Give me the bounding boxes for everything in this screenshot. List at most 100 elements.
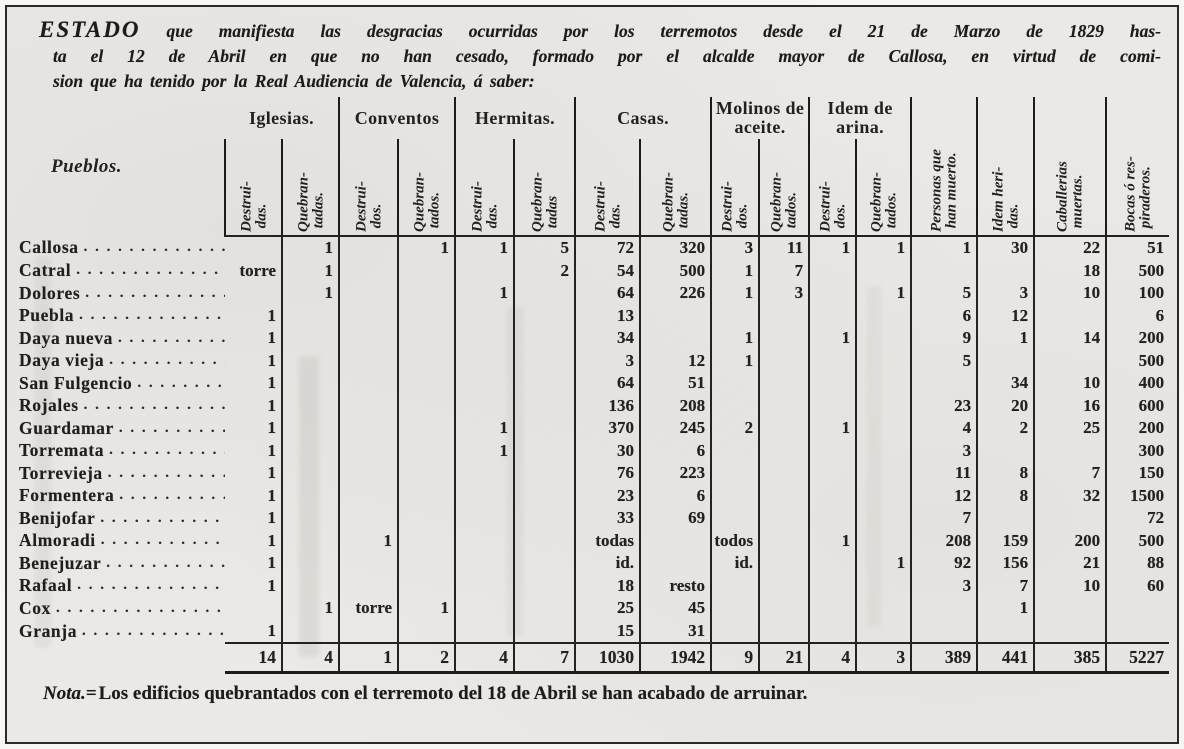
value-cell: 51: [639, 372, 712, 395]
value-cell: 500: [1105, 259, 1170, 282]
value-cell: [855, 574, 912, 597]
rotated-header-text: Destrui- dos.: [817, 181, 848, 232]
value-cell: [855, 619, 912, 643]
value-cell: [855, 439, 912, 462]
total-cell: 9: [710, 642, 760, 674]
value-cell: 223: [639, 462, 712, 485]
value-cell: 370: [574, 417, 641, 440]
value-cell: [758, 552, 810, 575]
pueblo-cell: Almoradi. . . . . . . . . . . . . . . . …: [17, 530, 225, 553]
value-cell: [710, 507, 760, 530]
value-cell: [454, 552, 515, 575]
value-cell: 10: [1033, 282, 1107, 305]
value-cell: [910, 259, 978, 282]
value-cell: 1500: [1105, 484, 1170, 507]
value-cell: [513, 619, 576, 643]
group-header-conventos: Conventos: [338, 97, 456, 139]
value-cell: [758, 462, 810, 485]
value-cell: 1: [976, 597, 1035, 620]
value-cell: 3: [976, 282, 1035, 305]
table-row: Callosa. . . . . . . . . . . . . . . . .…: [17, 236, 1170, 260]
value-cell: 600: [1105, 394, 1170, 417]
value-cell: [280, 529, 340, 552]
value-cell: [855, 349, 912, 372]
value-cell: 12: [910, 484, 978, 507]
value-cell: [338, 236, 399, 260]
value-cell: [808, 507, 857, 530]
value-cell: [454, 484, 515, 507]
value-cell: [808, 574, 857, 597]
value-cell: [513, 462, 576, 485]
value-cell: 1: [454, 236, 515, 260]
value-cell: [338, 619, 399, 643]
total-cell: 1942: [639, 642, 712, 674]
value-cell: [338, 394, 399, 417]
value-cell: 1: [267, 305, 277, 325]
document-frame: ESTADO que manifiesta las desgracias ocu…: [5, 5, 1179, 744]
value-cell: [855, 327, 912, 350]
value-cell: [1033, 619, 1107, 643]
value-cell: [758, 484, 810, 507]
value-cell: 1: [710, 327, 760, 350]
value-cell: [397, 282, 456, 305]
value-cell: [855, 529, 912, 552]
col-header-arina-destruidos: Destrui- dos.: [808, 139, 857, 237]
pueblo-name: Callosa: [19, 237, 79, 258]
value-cell: 12: [976, 304, 1035, 327]
table-row: Catral. . . . . . . . . . . . . . . . . …: [17, 259, 1170, 282]
rotated-header-text: Personas que han muerto.: [928, 149, 960, 232]
value-cell: 2: [976, 417, 1035, 440]
value-cell: 6: [639, 484, 712, 507]
rotated-header-text: Destrui- das.: [592, 181, 623, 232]
value-cell: [513, 484, 576, 507]
value-cell: [280, 417, 340, 440]
rotated-header-text: Destrui- das.: [238, 181, 269, 232]
value-cell: [454, 372, 515, 395]
value-cell: [758, 507, 810, 530]
value-cell: 31: [639, 619, 712, 643]
footnote-label: Nota.=: [43, 683, 97, 704]
value-cell: [976, 349, 1035, 372]
value-cell: [280, 507, 340, 530]
value-cell: [513, 552, 576, 575]
col-header-molinos-destruidos: Destrui- dos.: [710, 139, 760, 237]
value-cell: 5: [910, 349, 978, 372]
value-cell: [513, 529, 576, 552]
value-cell: 245: [639, 417, 712, 440]
pueblo-cell: Rafaal. . . . . . . . . . . . . . . . . …: [17, 575, 225, 598]
value-cell: [855, 507, 912, 530]
value-cell: [397, 462, 456, 485]
value-cell: 34: [976, 372, 1035, 395]
total-cell: 441: [976, 642, 1035, 674]
value-cell: [808, 259, 857, 282]
value-cell: [1105, 619, 1170, 643]
total-cell: 389: [910, 642, 978, 674]
pueblo-cell: Benejuzar. . . . . . . . . . . . . . . .…: [17, 552, 225, 575]
value-cell: 1: [976, 327, 1035, 350]
value-cell: 30: [976, 236, 1035, 260]
value-cell: 136: [574, 394, 641, 417]
value-cell: [710, 304, 760, 327]
pueblo-cell: Dolores. . . . . . . . . . . . . . . . .…: [17, 282, 225, 305]
value-cell: [910, 597, 978, 620]
value-cell: [280, 304, 340, 327]
value-cell: [338, 304, 399, 327]
value-cell: [397, 304, 456, 327]
value-cell: 30: [574, 439, 641, 462]
header-pueblos: Pueblos.: [51, 155, 123, 177]
rotated-header-text: Destrui- das.: [469, 181, 500, 232]
value-cell: [808, 372, 857, 395]
value-cell: 1: [855, 282, 912, 305]
value-cell: id.: [710, 552, 760, 575]
value-cell: 12: [639, 349, 712, 372]
value-cell: [397, 619, 456, 643]
col-header-molinos-quebrantados: Quebran- tados.: [758, 139, 810, 237]
value-cell: 1: [280, 597, 340, 620]
value-cell: 7: [910, 507, 978, 530]
value-cell: [976, 439, 1035, 462]
value-cell: [855, 484, 912, 507]
table-row: San Fulgencio. . . . . . . . . . . . . .…: [17, 372, 1170, 395]
pueblo-name: Benijofar: [19, 507, 96, 528]
value-cell: [808, 282, 857, 305]
value-cell: [976, 619, 1035, 643]
